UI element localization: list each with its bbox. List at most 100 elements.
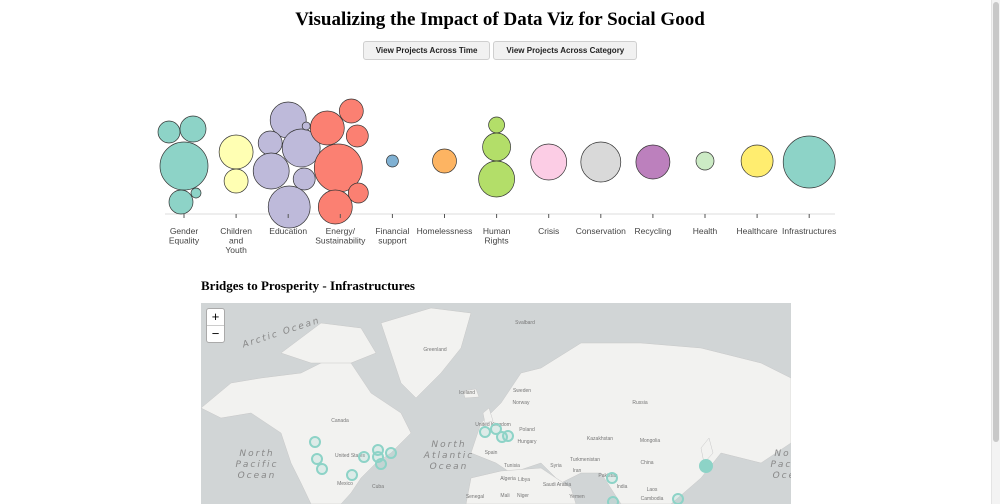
project-marker[interactable] [346, 469, 358, 481]
x-tick-label: Children [220, 226, 252, 236]
x-tick-label: Sustainability [315, 236, 366, 246]
bubble[interactable] [386, 154, 399, 168]
ocean-label: North Atlantic Ocean [423, 440, 475, 472]
project-marker[interactable] [606, 472, 618, 484]
ocean-label: North Pacific Ocean [235, 449, 279, 481]
zoom-in-button[interactable]: + [211, 309, 220, 324]
place-label: India [616, 484, 628, 490]
x-tick-label: Healthcare [737, 226, 778, 236]
bubble[interactable] [218, 134, 254, 170]
africa [465, 467, 577, 504]
bubble[interactable] [179, 115, 207, 143]
zoom-out-button[interactable]: − [207, 325, 224, 342]
bubble[interactable] [488, 116, 505, 134]
x-tick-label: Conservation [576, 226, 626, 236]
bubble[interactable] [695, 151, 715, 171]
bubble[interactable] [252, 152, 290, 190]
bubble[interactable] [432, 148, 457, 174]
x-tick-label: Education [269, 226, 307, 236]
place-label: Libya [518, 477, 530, 483]
x-tick-label: and [229, 236, 243, 246]
bubble[interactable] [301, 121, 311, 131]
japan [700, 437, 714, 464]
x-tick-label: Equality [169, 236, 200, 246]
place-label: Mali [500, 493, 510, 499]
view-across-category-button[interactable]: View Projects Across Category [493, 41, 638, 60]
scrollbar[interactable] [991, 0, 1000, 504]
x-tick-label: Financial [375, 226, 409, 236]
bubble[interactable] [338, 98, 364, 124]
project-marker[interactable] [607, 496, 619, 504]
place-label: Greenland [423, 347, 447, 353]
project-marker[interactable] [479, 426, 491, 438]
place-label: Tunisia [504, 463, 520, 469]
place-label: Mexico [337, 481, 353, 487]
ocean-label: North Pacific Ocean [770, 449, 791, 481]
zoom-control: + − [206, 308, 225, 343]
x-tick-label: Homelessness [417, 226, 473, 236]
project-marker[interactable] [311, 453, 323, 465]
project-marker[interactable] [699, 459, 713, 473]
place-label: Iceland [458, 390, 476, 396]
bubble[interactable] [281, 128, 321, 168]
x-tick-label: Human [483, 226, 511, 236]
page-title: Visualizing the Impact of Data Viz for S… [295, 9, 705, 30]
project-marker[interactable] [309, 436, 321, 448]
place-label: Yemen [569, 494, 585, 500]
bubble[interactable] [157, 120, 181, 144]
x-tick-label: Rights [485, 236, 509, 246]
project-marker[interactable] [672, 493, 684, 504]
bubble[interactable] [635, 144, 671, 180]
place-label: Spain [484, 450, 498, 456]
scrollbar-thumb[interactable] [993, 2, 999, 442]
project-marker[interactable] [358, 451, 370, 463]
x-tick-label: Health [693, 226, 718, 236]
place-label: Canada [331, 418, 349, 424]
bubble[interactable] [292, 167, 316, 191]
map-title: Bridges to Prosperity - Infrastructures [201, 278, 415, 293]
x-tick-label: support [378, 236, 407, 246]
uk [482, 407, 494, 424]
bubble[interactable] [580, 141, 622, 183]
bubble[interactable] [482, 132, 511, 162]
place-label: United States [334, 453, 366, 459]
x-tick-label: Gender [170, 226, 199, 236]
place-label: Russia [632, 400, 648, 406]
project-marker[interactable] [316, 463, 328, 475]
project-marker[interactable] [385, 447, 397, 459]
bubble[interactable] [309, 110, 345, 146]
bubble[interactable] [190, 187, 202, 199]
bubble[interactable] [347, 182, 369, 204]
bubble[interactable] [782, 135, 836, 189]
x-tick-label: Energy/ [326, 226, 356, 236]
place-label: Turkmenistan [569, 457, 601, 463]
markers [309, 423, 713, 504]
map[interactable]: + − Arctic Ocean North Atlantic Ocean No… [201, 303, 791, 504]
place-label: Laos [646, 487, 658, 493]
view-across-time-button[interactable]: View Projects Across Time [362, 41, 491, 60]
bubble[interactable] [159, 141, 209, 191]
iceland [462, 388, 480, 399]
bubble[interactable] [168, 189, 194, 215]
project-marker[interactable] [375, 458, 387, 470]
bubble[interactable] [257, 130, 283, 156]
place-label: Cuba [372, 484, 384, 490]
x-tick-label: Infrastructures [782, 226, 836, 236]
bubble[interactable] [530, 143, 568, 181]
bubble[interactable] [317, 189, 353, 225]
x-tick-label: Crisis [538, 226, 559, 236]
place-label: China [640, 460, 654, 466]
x-tick-label: Youth [225, 245, 247, 255]
project-marker[interactable] [502, 430, 514, 442]
place-label: Cambodia [640, 496, 664, 502]
place-label: Norway [512, 400, 530, 406]
bubble[interactable] [345, 124, 369, 148]
project-marker[interactable] [490, 423, 502, 435]
bubble[interactable] [267, 185, 311, 229]
bubble[interactable] [740, 144, 774, 178]
bubble[interactable] [478, 160, 515, 198]
place-label: Senegal [465, 494, 485, 500]
bubble[interactable] [223, 168, 249, 194]
greenland [380, 307, 472, 399]
